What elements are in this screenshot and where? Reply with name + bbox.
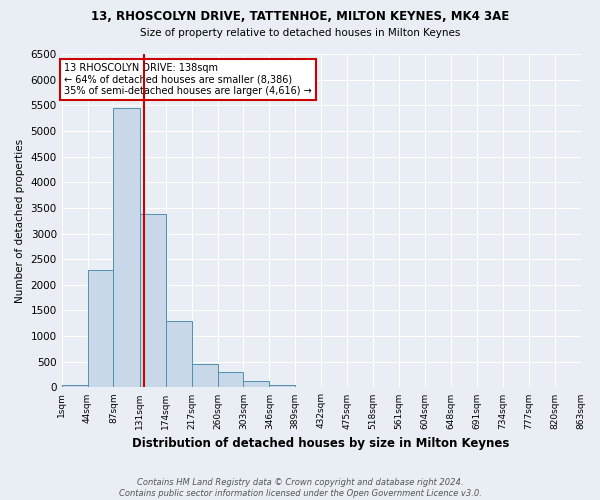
Bar (113, 108, 140, 388)
Text: Contains HM Land Registry data © Crown copyright and database right 2024.
Contai: Contains HM Land Registry data © Crown c… (119, 478, 481, 498)
Bar (62, 385, 88, 388)
Bar (295, 386, 321, 388)
Bar (244, 382, 269, 388)
X-axis label: Distribution of detached houses by size in Milton Keynes: Distribution of detached houses by size … (133, 437, 510, 450)
Text: 13 RHOSCOLYN DRIVE: 138sqm
← 64% of detached houses are smaller (8,386)
35% of s: 13 RHOSCOLYN DRIVE: 138sqm ← 64% of deta… (64, 63, 312, 96)
Text: Size of property relative to detached houses in Milton Keynes: Size of property relative to detached ho… (140, 28, 460, 38)
Bar (191, 364, 218, 388)
Bar (88, 270, 113, 388)
Bar (166, 322, 191, 388)
Text: 13, RHOSCOLYN DRIVE, TATTENHOE, MILTON KEYNES, MK4 3AE: 13, RHOSCOLYN DRIVE, TATTENHOE, MILTON K… (91, 10, 509, 23)
Bar (218, 372, 244, 388)
Bar (269, 384, 295, 388)
Bar (140, 214, 166, 388)
Y-axis label: Number of detached properties: Number of detached properties (15, 138, 25, 303)
